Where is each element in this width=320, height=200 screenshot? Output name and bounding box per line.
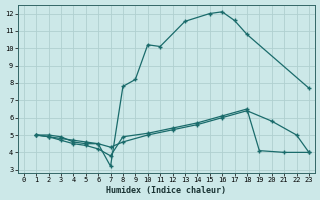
X-axis label: Humidex (Indice chaleur): Humidex (Indice chaleur): [106, 186, 226, 195]
